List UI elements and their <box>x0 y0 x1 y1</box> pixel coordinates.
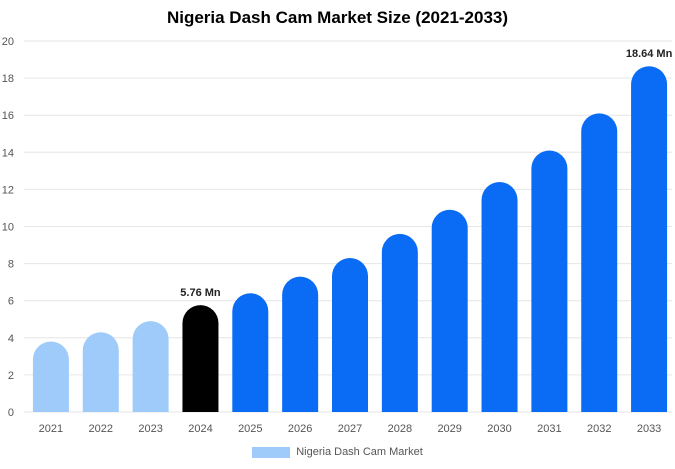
y-tick-label: 20 <box>2 36 14 48</box>
bar-2026 <box>282 276 319 412</box>
bar-2025 <box>232 293 269 412</box>
y-tick-label: 6 <box>8 296 14 308</box>
bar-2021 <box>32 341 69 412</box>
chart-title: Nigeria Dash Cam Market Size (2021-2033) <box>166 8 509 27</box>
bar-2027 <box>332 258 368 412</box>
legend-label: Nigeria Dash Cam Market <box>296 446 423 458</box>
x-tick-label: 2027 <box>338 423 362 435</box>
legend-swatch <box>252 446 291 458</box>
y-tick-label: 4 <box>8 333 14 345</box>
bar-2022 <box>82 332 119 412</box>
bar-2029 <box>431 209 468 412</box>
x-tick-label: 2032 <box>587 423 611 435</box>
y-tick-label: 2 <box>8 370 14 382</box>
y-tick-label: 10 <box>2 222 14 234</box>
x-tick-label: 2029 <box>437 423 461 435</box>
x-tick-label: 2026 <box>288 423 312 435</box>
data-label-2033: 18.64 Mn <box>626 48 673 60</box>
bar-2033 <box>631 66 668 412</box>
bar-2024 <box>182 305 219 412</box>
x-tick-label: 2024 <box>188 423 212 435</box>
bar-2032 <box>581 113 618 412</box>
x-tick-label: 2031 <box>537 423 561 435</box>
y-tick-label: 18 <box>2 73 14 85</box>
bar-2031 <box>531 150 568 412</box>
x-tick-label: 2021 <box>39 423 63 435</box>
x-tick-label: 2033 <box>637 423 661 435</box>
data-label-2024: 5.76 Mn <box>180 287 221 299</box>
x-tick-label: 2025 <box>238 423 262 435</box>
bar-2023 <box>132 321 169 412</box>
x-tick-label: 2023 <box>138 423 162 435</box>
y-tick-label: 8 <box>8 259 14 271</box>
x-tick-label: 2030 <box>487 423 511 435</box>
bar-2030 <box>481 181 518 412</box>
y-tick-label: 14 <box>2 147 14 159</box>
x-tick-label: 2022 <box>89 423 113 435</box>
y-tick-label: 12 <box>2 184 14 196</box>
y-tick-label: 16 <box>2 110 14 122</box>
bar-2028 <box>381 233 418 412</box>
chart-legend: Nigeria Dash Cam Market <box>0 446 675 458</box>
y-tick-label: 0 <box>8 407 14 419</box>
x-tick-label: 2028 <box>388 423 412 435</box>
